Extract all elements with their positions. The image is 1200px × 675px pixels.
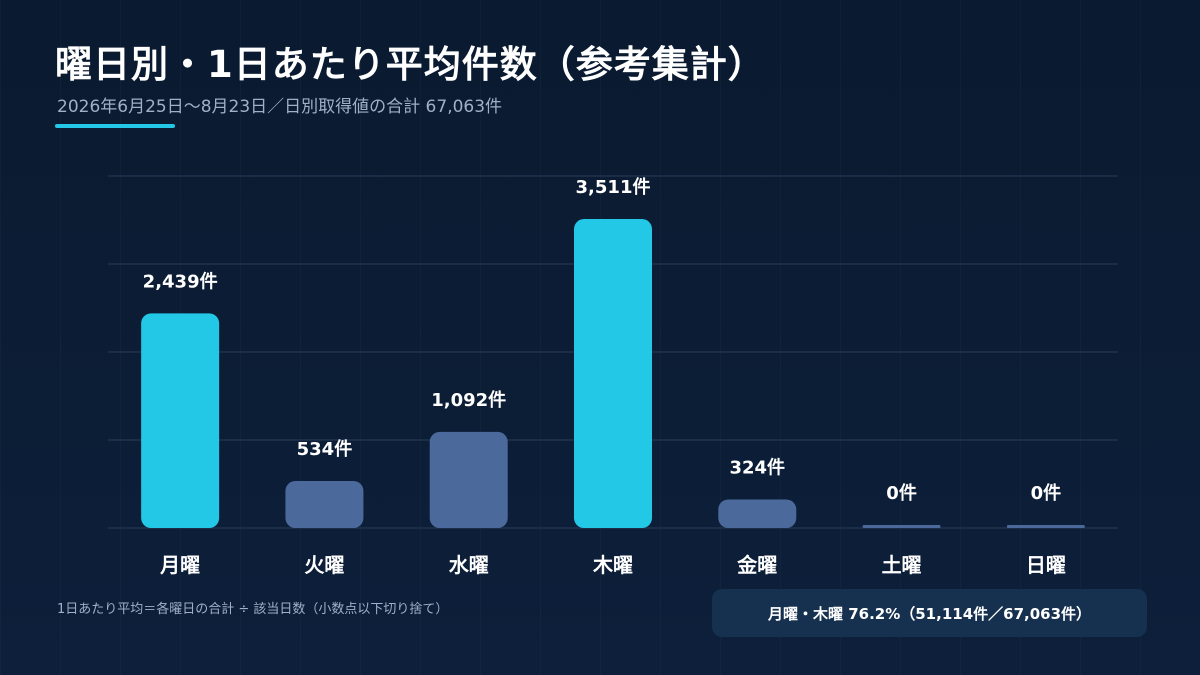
data-label: 0件 (1031, 482, 1062, 504)
footnote: 1日あたり平均＝各曜日の合計 ÷ 該当日数（小数点以下切り捨て） (57, 602, 449, 617)
title-accent-line (55, 124, 175, 128)
x-tick-label: 日曜 (1026, 553, 1066, 577)
data-label: 0件 (886, 482, 917, 504)
bar (429, 431, 508, 528)
data-label: 324件 (729, 456, 785, 478)
data-label: 1,092件 (431, 389, 506, 411)
bar (141, 313, 220, 528)
bar (1006, 525, 1085, 528)
bar (862, 525, 941, 528)
x-tick-label: 火曜 (304, 553, 344, 577)
bar (574, 219, 652, 529)
x-tick-label: 土曜 (882, 553, 922, 577)
data-label: 3,511件 (576, 176, 651, 198)
summary-text: 月曜・木曜 76.2%（51,114件／67,063件） (767, 604, 1092, 623)
data-label: 2,439件 (143, 270, 218, 292)
x-tick-label: 金曜 (736, 553, 777, 577)
summary-badge: 月曜・木曜 76.2%（51,114件／67,063件） (712, 589, 1147, 637)
x-tick-label: 水曜 (449, 553, 489, 577)
bar (285, 481, 364, 528)
bar (718, 499, 797, 528)
page-subtitle: 2026年6月25日〜8月23日／日別取得値の合計 67,063件 (57, 97, 503, 117)
page-title: 曜日別・1日あたり平均件数（参考集計） (55, 43, 766, 86)
data-label: 534件 (297, 438, 353, 460)
x-tick-label: 月曜 (159, 553, 200, 577)
x-tick-label: 木曜 (592, 553, 633, 577)
